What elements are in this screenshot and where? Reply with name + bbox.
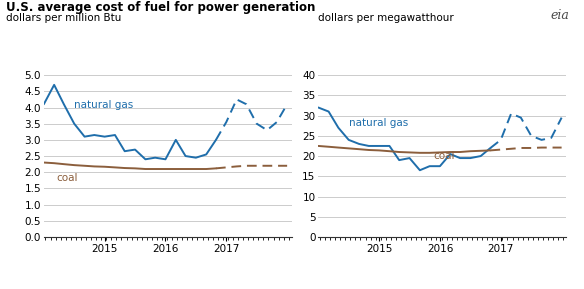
Text: natural gas: natural gas: [349, 118, 408, 128]
Text: U.S. average cost of fuel for power generation: U.S. average cost of fuel for power gene…: [6, 1, 315, 14]
Text: coal: coal: [434, 151, 456, 161]
Text: dollars per megawatthour: dollars per megawatthour: [318, 13, 454, 23]
Text: coal: coal: [56, 173, 78, 183]
Text: eia: eia: [551, 9, 569, 22]
Text: natural gas: natural gas: [74, 99, 134, 110]
Text: dollars per million Btu: dollars per million Btu: [6, 13, 121, 23]
